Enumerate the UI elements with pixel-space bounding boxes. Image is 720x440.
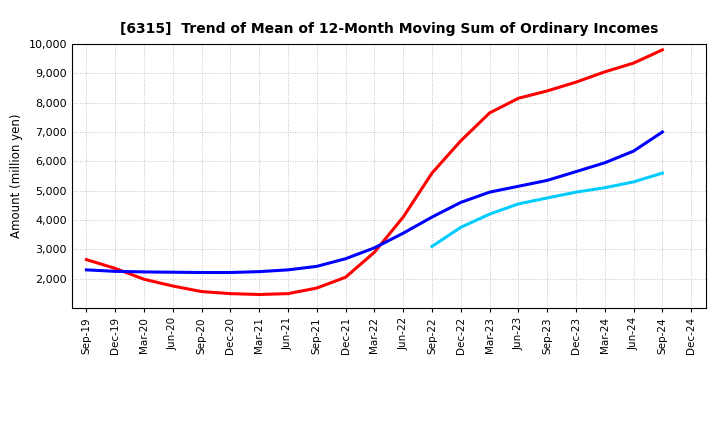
7 Years [428, 244, 436, 249]
3 Years [284, 291, 292, 296]
3 Years [312, 286, 321, 291]
5 Years [341, 256, 350, 261]
Line: 3 Years: 3 Years [86, 50, 662, 294]
3 Years [370, 249, 379, 255]
5 Years [399, 231, 408, 236]
3 Years [197, 289, 206, 294]
3 Years [428, 170, 436, 176]
7 Years [572, 190, 580, 195]
Y-axis label: Amount (million yen): Amount (million yen) [10, 114, 23, 238]
Line: 7 Years: 7 Years [432, 173, 662, 246]
3 Years [341, 275, 350, 280]
3 Years [456, 138, 465, 143]
5 Years [111, 269, 120, 274]
7 Years [485, 212, 494, 217]
5 Years [658, 129, 667, 135]
7 Years [658, 170, 667, 176]
3 Years [629, 60, 638, 66]
7 Years [456, 225, 465, 230]
3 Years [168, 283, 177, 289]
3 Years [82, 257, 91, 262]
5 Years [485, 190, 494, 195]
3 Years [485, 110, 494, 116]
3 Years [226, 291, 235, 296]
7 Years [543, 195, 552, 201]
Title: [6315]  Trend of Mean of 12-Month Moving Sum of Ordinary Incomes: [6315] Trend of Mean of 12-Month Moving … [120, 22, 658, 36]
5 Years [226, 270, 235, 275]
5 Years [284, 267, 292, 272]
5 Years [456, 200, 465, 205]
5 Years [312, 264, 321, 269]
5 Years [370, 245, 379, 250]
5 Years [629, 148, 638, 154]
3 Years [543, 88, 552, 94]
3 Years [255, 292, 264, 297]
3 Years [399, 214, 408, 220]
7 Years [514, 201, 523, 206]
3 Years [514, 95, 523, 101]
5 Years [428, 214, 436, 220]
5 Years [600, 160, 609, 165]
7 Years [600, 185, 609, 191]
5 Years [140, 269, 148, 275]
5 Years [82, 267, 91, 272]
7 Years [629, 179, 638, 184]
5 Years [197, 270, 206, 275]
5 Years [543, 178, 552, 183]
5 Years [514, 183, 523, 189]
5 Years [255, 269, 264, 274]
3 Years [600, 69, 609, 74]
5 Years [572, 169, 580, 174]
3 Years [658, 47, 667, 52]
5 Years [168, 270, 177, 275]
Line: 5 Years: 5 Years [86, 132, 662, 272]
3 Years [111, 266, 120, 271]
3 Years [572, 80, 580, 85]
3 Years [140, 277, 148, 282]
